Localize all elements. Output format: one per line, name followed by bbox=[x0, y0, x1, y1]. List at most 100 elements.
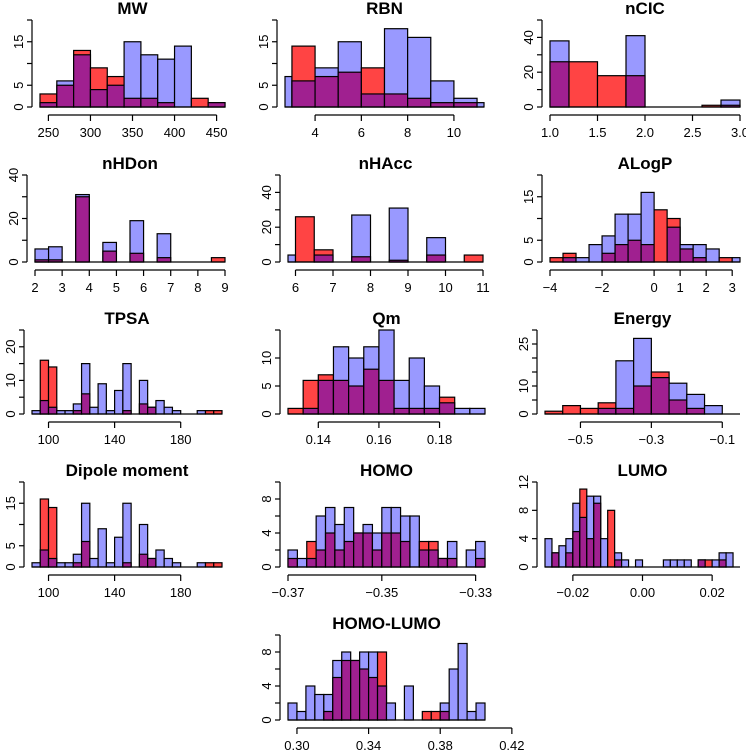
bar-overlap bbox=[138, 553, 149, 568]
bar-blue bbox=[114, 536, 124, 568]
bar-blue bbox=[287, 254, 297, 263]
x-tick-label: 3 bbox=[59, 280, 66, 295]
bar-overlap bbox=[408, 407, 425, 415]
x-tick-label: −4 bbox=[543, 280, 558, 295]
bar-overlap bbox=[332, 676, 343, 721]
x-tick-label: 2.0 bbox=[636, 125, 654, 140]
bar-overlap bbox=[140, 97, 159, 108]
bar-red bbox=[463, 254, 484, 263]
bar-blue bbox=[558, 545, 567, 568]
bar-red bbox=[607, 509, 616, 568]
bar-overlap bbox=[615, 407, 635, 415]
x-tick-label: 11 bbox=[476, 280, 490, 295]
y-tick-label: 10 bbox=[516, 379, 531, 393]
bar-overlap bbox=[430, 102, 455, 108]
y-tick-label: 10 bbox=[259, 351, 274, 365]
x-tick-label: 0.42 bbox=[499, 738, 524, 753]
x-tick-label: 7 bbox=[167, 280, 174, 295]
bar-overlap bbox=[692, 257, 707, 263]
y-tick-label: 15 bbox=[521, 190, 536, 204]
bar-overlap bbox=[597, 407, 617, 415]
x-tick-label: 2 bbox=[703, 280, 710, 295]
y-tick-label: 5 bbox=[3, 542, 18, 549]
panel-title: HOMO-LUMO bbox=[332, 614, 441, 633]
bar-overlap bbox=[601, 252, 616, 263]
bar-overlap bbox=[640, 244, 655, 263]
x-tick-label: 400 bbox=[164, 125, 186, 140]
y-tick-label: 0 bbox=[259, 716, 274, 723]
x-tick-label: 1.0 bbox=[541, 125, 559, 140]
histogram-panel-nhacc: nHAcc 0 20 40 6 7 8 9 10 11 bbox=[259, 154, 490, 295]
bar-overlap bbox=[666, 226, 681, 263]
histogram-panel-mw: MW 0 5 15 250 300 350 400 450 bbox=[11, 0, 227, 140]
bar-overlap bbox=[438, 402, 456, 415]
bar-blue bbox=[465, 549, 477, 568]
panel-title: MW bbox=[117, 0, 148, 18]
bar-overlap bbox=[129, 252, 145, 263]
bar-blue bbox=[64, 562, 74, 568]
bar-blue bbox=[388, 207, 409, 263]
x-tick-label: 140 bbox=[104, 585, 126, 600]
bar-overlap bbox=[393, 407, 410, 415]
x-tick-label: 8 bbox=[194, 280, 201, 295]
bar-blue bbox=[475, 702, 486, 721]
bar-blue bbox=[31, 562, 41, 568]
bar-blue bbox=[89, 557, 99, 568]
x-tick-label: 4 bbox=[311, 125, 318, 140]
bar-blue bbox=[615, 360, 635, 415]
bar-blue bbox=[703, 405, 723, 415]
bar-overlap bbox=[586, 538, 595, 568]
bar-overlap bbox=[75, 196, 90, 263]
bar-overlap bbox=[341, 659, 352, 721]
x-tick-label: 0.38 bbox=[428, 738, 453, 753]
bar-overlap bbox=[625, 75, 646, 108]
y-tick-label: 5 bbox=[256, 82, 271, 89]
x-tick-label: −0.33 bbox=[459, 585, 492, 600]
y-tick-label: 0 bbox=[259, 258, 274, 265]
bar-overlap bbox=[367, 676, 379, 721]
y-tick-label: 40 bbox=[6, 168, 21, 182]
y-tick-label: 4 bbox=[259, 682, 274, 689]
y-tick-label: 0 bbox=[516, 410, 531, 417]
histogram-panel-ncic: nCIC 0 20 40 1.0 1.5 2.0 2.5 3.0 bbox=[521, 0, 746, 140]
bar-overlap bbox=[668, 399, 688, 415]
bar-overlap bbox=[614, 559, 623, 568]
bar-overlap bbox=[407, 97, 432, 108]
x-tick-label: −2 bbox=[595, 280, 610, 295]
bar-blue bbox=[114, 389, 124, 415]
histogram-panel-rbn: RBN 0 5 15 4 6 8 10 bbox=[256, 0, 485, 140]
x-tick-label: −0.37 bbox=[272, 585, 305, 600]
y-tick-label: 0 bbox=[516, 563, 531, 570]
bar-overlap bbox=[39, 549, 50, 568]
x-tick-label: 0.30 bbox=[284, 738, 309, 753]
bar-blue bbox=[296, 557, 308, 568]
x-tick-label: 5 bbox=[113, 280, 120, 295]
bar-blue bbox=[725, 552, 734, 568]
bar-overlap bbox=[138, 403, 149, 415]
bar-overlap bbox=[343, 540, 355, 568]
bar-overlap bbox=[157, 102, 176, 108]
bar-blue bbox=[575, 257, 590, 263]
bar-red bbox=[579, 407, 599, 415]
y-tick-label: 8 bbox=[259, 495, 274, 502]
bar-overlap bbox=[56, 84, 75, 108]
bar-blue bbox=[409, 515, 420, 568]
y-tick-label: 8 bbox=[259, 648, 274, 655]
panel-title: nCIC bbox=[625, 0, 665, 18]
bar-red bbox=[190, 97, 209, 108]
y-tick-label: 4 bbox=[259, 529, 274, 536]
bar-overlap bbox=[565, 552, 574, 568]
y-tick-label: 0 bbox=[521, 258, 536, 265]
bar-blue bbox=[466, 710, 477, 721]
bar-blue bbox=[296, 710, 307, 721]
bar-red bbox=[704, 559, 713, 568]
bar-overlap bbox=[313, 254, 334, 263]
y-tick-label: 8 bbox=[516, 507, 531, 514]
x-tick-label: 8 bbox=[404, 125, 411, 140]
bar-overlap bbox=[399, 540, 411, 568]
bar-blue bbox=[89, 406, 99, 415]
bar-blue bbox=[97, 383, 107, 415]
x-tick-label: −0.35 bbox=[365, 585, 398, 600]
bar-blue bbox=[97, 528, 107, 568]
bar-blue bbox=[669, 559, 678, 568]
